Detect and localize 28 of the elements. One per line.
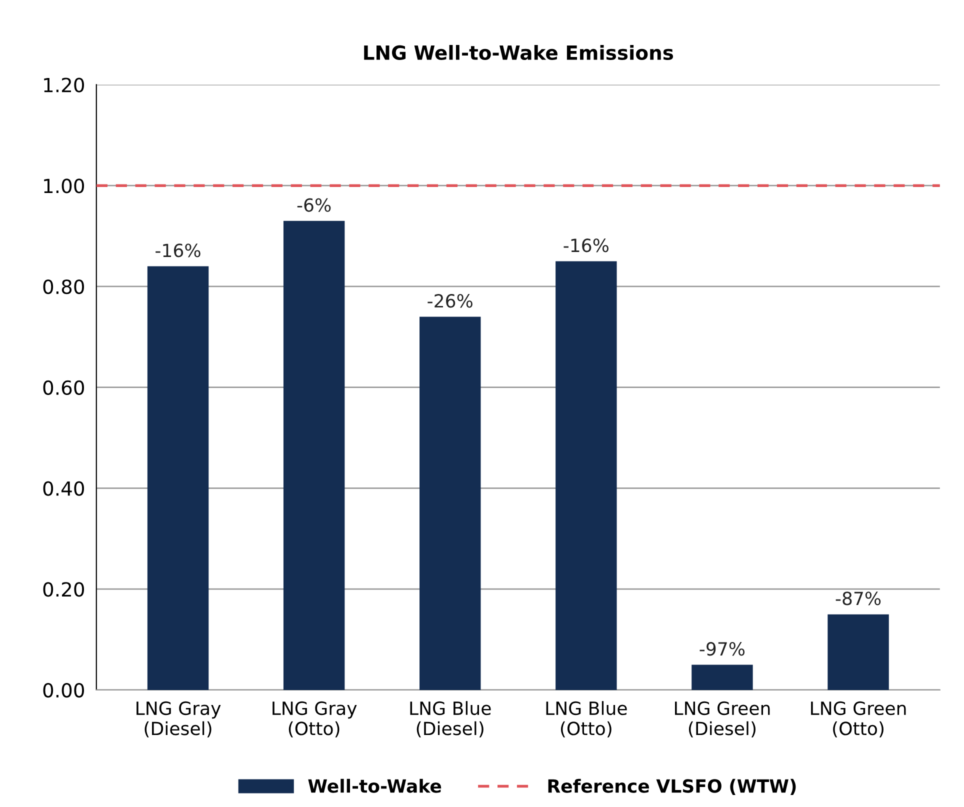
y-tick-label: 0.20 xyxy=(43,582,84,597)
bar xyxy=(556,261,617,690)
x-tick-label: LNG Blue (Diesel) xyxy=(410,701,491,738)
annotation: -87% xyxy=(836,592,881,606)
chart-title: LNG Well-to-Wake Emissions xyxy=(364,44,674,60)
legend-label: Well-to-Wake xyxy=(308,778,442,793)
x-tick-label: LNG Gray (Diesel) xyxy=(136,701,221,738)
y-tick-label: 0.60 xyxy=(43,380,84,396)
annotation: -6% xyxy=(297,198,331,212)
x-tick-label: LNG Blue (Otto) xyxy=(546,701,627,738)
y-tick-label: 0.40 xyxy=(43,481,84,496)
annotation: -26% xyxy=(428,294,472,308)
bar xyxy=(283,220,345,690)
annotation: -97% xyxy=(700,642,745,656)
x-tick-label: LNG Green (Diesel) xyxy=(675,701,770,738)
bar xyxy=(692,664,753,690)
legend-label: Reference VLSFO (WTW) xyxy=(548,778,796,795)
bar xyxy=(828,614,889,690)
annotation: -16% xyxy=(156,244,200,258)
bar xyxy=(420,316,481,690)
y-tick-label: 1.20 xyxy=(44,78,84,92)
x-tick-label: LNG Gray (Otto) xyxy=(272,701,357,738)
bar xyxy=(147,266,209,690)
y-tick-label: 0.80 xyxy=(43,279,84,294)
y-tick-label: 1.00 xyxy=(44,178,84,194)
y-tick-label: 0.00 xyxy=(43,682,84,698)
x-tick-label: LNG Green (Otto) xyxy=(811,701,906,738)
annotation: -16% xyxy=(564,238,608,252)
